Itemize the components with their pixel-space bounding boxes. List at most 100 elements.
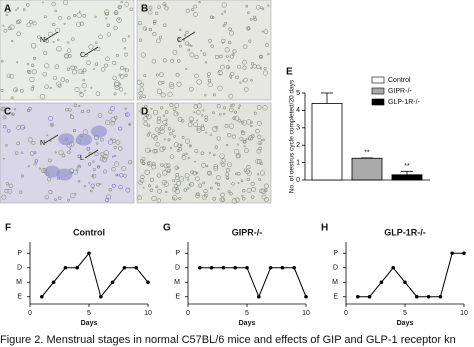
cell — [164, 6, 169, 11]
cell — [114, 80, 120, 86]
cell — [82, 68, 87, 73]
point — [426, 294, 431, 299]
cell — [95, 91, 101, 97]
cell — [176, 81, 182, 87]
chart-title: GLP-1R-/- — [384, 227, 426, 237]
cell — [5, 182, 10, 186]
cell — [169, 81, 174, 87]
cell — [243, 148, 249, 154]
cell — [156, 119, 162, 124]
cell — [258, 146, 262, 151]
cell — [204, 61, 208, 64]
cell — [94, 62, 99, 66]
cell — [156, 198, 162, 203]
cell — [121, 166, 127, 171]
cell — [212, 153, 216, 157]
cell — [156, 173, 161, 178]
cell — [181, 136, 185, 139]
cell — [95, 41, 98, 44]
cell — [77, 68, 83, 75]
cell — [15, 9, 17, 12]
significance: ** — [364, 150, 370, 157]
cell — [226, 55, 229, 58]
cell — [64, 54, 69, 59]
cell — [142, 26, 147, 31]
cell — [16, 61, 19, 64]
cell — [6, 73, 11, 79]
cell — [203, 193, 208, 198]
cell — [94, 151, 99, 156]
cell — [263, 29, 269, 34]
cell — [115, 173, 118, 177]
cell — [221, 38, 226, 43]
cell — [185, 8, 190, 13]
cell — [74, 65, 77, 69]
cell — [228, 93, 234, 99]
cell — [70, 115, 74, 120]
cell — [77, 154, 82, 159]
cell — [83, 184, 87, 188]
cell — [104, 9, 110, 15]
cell — [196, 103, 202, 109]
cell — [193, 111, 196, 114]
cell — [54, 9, 58, 13]
cell — [53, 198, 57, 201]
cell — [236, 171, 241, 176]
caption: Figure 2. Menstrual stages in normal C57… — [0, 334, 456, 346]
cell — [178, 176, 185, 182]
cell — [190, 44, 193, 47]
point — [391, 265, 396, 270]
cell — [215, 126, 218, 129]
micrograph — [0, 0, 135, 101]
cell — [219, 73, 222, 76]
cell — [86, 147, 91, 151]
cell — [187, 156, 190, 160]
x-tick-label: 0 — [28, 310, 32, 317]
cell — [33, 162, 37, 166]
cell — [45, 39, 50, 43]
cell — [226, 143, 229, 147]
cell — [223, 10, 227, 14]
stain — [56, 168, 73, 181]
cell — [241, 197, 246, 201]
cell — [242, 79, 245, 82]
y-tick-label: D — [333, 265, 338, 272]
cell — [79, 21, 84, 26]
point — [110, 280, 115, 285]
cell — [30, 63, 35, 67]
cell — [160, 163, 164, 167]
cell — [218, 112, 222, 116]
cell — [90, 86, 93, 89]
cell — [77, 180, 81, 183]
cell — [264, 197, 269, 202]
cell — [242, 65, 247, 70]
cell — [156, 38, 161, 44]
cell — [88, 181, 91, 184]
cell — [15, 151, 19, 155]
cell — [212, 196, 217, 201]
cell — [193, 4, 198, 9]
cell — [105, 17, 108, 20]
cell — [190, 170, 195, 175]
cell — [172, 179, 176, 182]
cell — [5, 144, 8, 147]
cell — [265, 43, 269, 47]
cell — [253, 15, 257, 19]
cell — [140, 52, 146, 58]
cell — [181, 155, 187, 160]
cell — [183, 33, 187, 37]
cell — [177, 143, 182, 148]
y-tick-label: E — [17, 294, 22, 301]
cell — [57, 38, 60, 42]
panel-label: E — [286, 67, 293, 78]
cell — [260, 188, 266, 194]
cell — [242, 44, 248, 50]
series-line — [199, 267, 307, 299]
x-tick-label: 0 — [344, 310, 348, 317]
cell — [92, 160, 95, 163]
cell — [220, 162, 223, 165]
cell — [219, 54, 223, 59]
cell — [29, 20, 33, 24]
cell — [193, 122, 198, 127]
cell — [38, 167, 41, 170]
